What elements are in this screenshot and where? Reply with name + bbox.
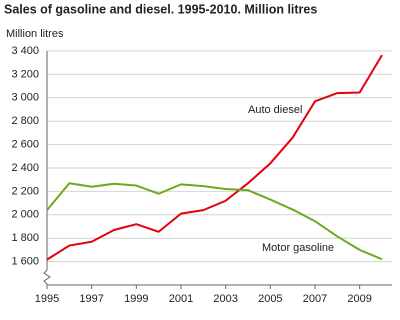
y-tick-label: 1 800 (11, 232, 39, 244)
y-tick-label: 2 800 (11, 115, 39, 127)
y-tick-label: 2 200 (11, 185, 39, 197)
y-tick-label: 3 400 (11, 45, 39, 57)
y-tick-label: 2 400 (11, 162, 39, 174)
series-line (46, 54, 383, 261)
x-tick-label: 2001 (169, 293, 193, 305)
series-line (46, 182, 383, 261)
x-tick-label: 2003 (213, 293, 237, 305)
x-tick-label: 2005 (258, 293, 282, 305)
chart-title: Sales of gasoline and diesel. 1995-2010.… (4, 2, 317, 16)
x-tick-label: 1999 (124, 293, 148, 305)
y-axis-label: Million litres (6, 28, 64, 40)
y-axis (43, 51, 51, 285)
y-tick-label: 2 600 (11, 139, 39, 151)
y-tick-label: 1 600 (11, 256, 39, 268)
x-tick-label: 1995 (35, 293, 59, 305)
x-tick-label: 2007 (303, 293, 327, 305)
x-tick-label: 2009 (347, 293, 371, 305)
y-tick-label: 3 200 (11, 68, 39, 80)
y-tick-label: 2 000 (11, 209, 39, 221)
y-tick-label: 3 000 (11, 92, 39, 104)
series-label: Motor gasoline (262, 242, 334, 254)
x-tick-label: 1997 (79, 293, 103, 305)
series-label: Auto diesel (248, 104, 302, 116)
